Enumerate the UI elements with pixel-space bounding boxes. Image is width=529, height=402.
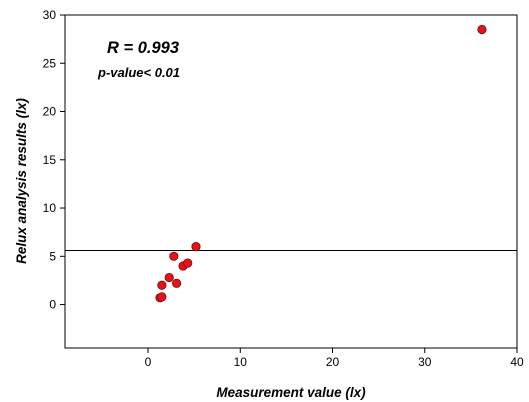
y-tick-label: 0 bbox=[49, 298, 56, 312]
data-point bbox=[164, 272, 174, 283]
x-tick-label: 40 bbox=[510, 355, 524, 369]
plot-area-group bbox=[64, 14, 518, 349]
data-points bbox=[155, 24, 487, 303]
plot-frame bbox=[64, 14, 518, 349]
annotation-r-value: R = 0.993 bbox=[107, 39, 179, 57]
x-axis-title: Measurement value (lx) bbox=[216, 385, 366, 400]
data-point bbox=[477, 24, 487, 35]
annotation-p-value: p-value< 0.01 bbox=[97, 65, 180, 80]
data-point bbox=[172, 278, 182, 288]
y-tick-label: 25 bbox=[43, 56, 57, 70]
x-tick-label: 20 bbox=[326, 355, 340, 369]
data-point bbox=[191, 242, 201, 252]
x-tick-label: 0 bbox=[145, 355, 152, 369]
x-tick-label: 30 bbox=[418, 355, 432, 369]
data-point bbox=[157, 280, 167, 290]
data-point bbox=[183, 258, 193, 268]
y-tick-label: 20 bbox=[43, 105, 57, 119]
y-tick-label: 30 bbox=[43, 8, 57, 22]
y-tick-label: 5 bbox=[49, 249, 56, 263]
y-axis-title: Relux analysis results (lx) bbox=[14, 98, 29, 264]
y-tick-label: 15 bbox=[43, 153, 57, 167]
x-axis-ticks: 0 10 20 30 40 bbox=[145, 348, 524, 369]
y-tick-label: 10 bbox=[43, 201, 57, 215]
y-axis-ticks: 0 5 10 15 20 25 30 bbox=[43, 8, 65, 312]
data-point bbox=[169, 251, 179, 261]
data-point bbox=[157, 292, 167, 302]
x-tick-label: 10 bbox=[234, 355, 248, 369]
